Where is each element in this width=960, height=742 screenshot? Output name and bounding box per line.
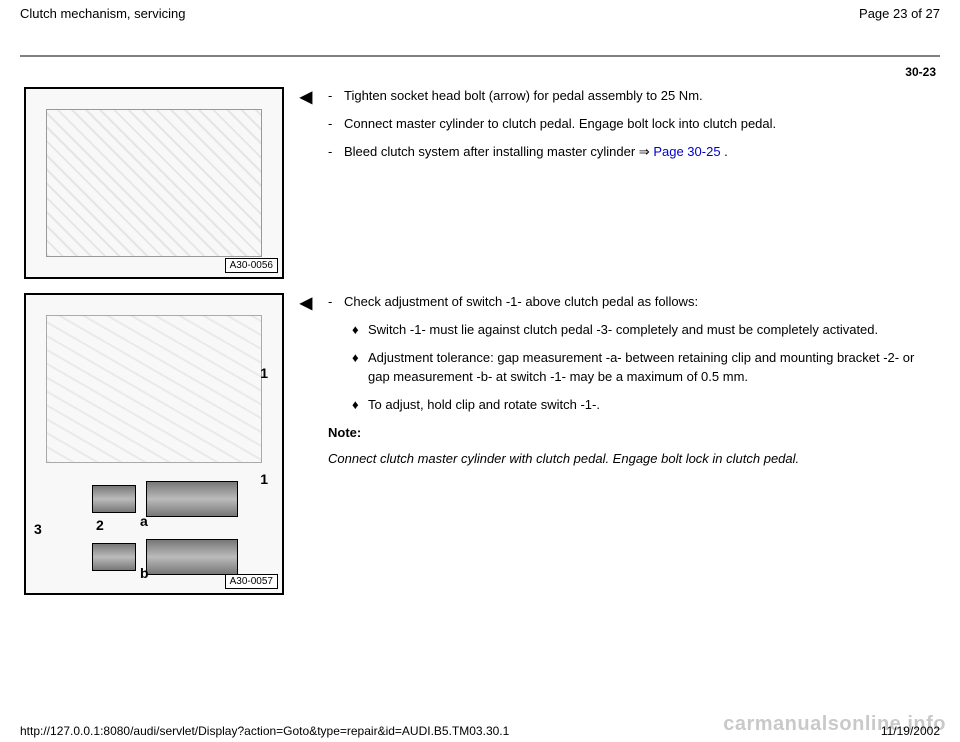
instruction-item: - Tighten socket head bolt (arrow) for p… <box>328 87 936 105</box>
pointer-arrow-1: ◀ <box>284 87 328 107</box>
section-number: 30-23 <box>0 57 960 87</box>
diagram-label-3: 3 <box>34 521 42 537</box>
diagram-shape <box>146 539 238 575</box>
diagram-label-2: 2 <box>96 517 104 533</box>
instruction-list-2: - Check adjustment of switch -1- above c… <box>328 293 936 311</box>
text-col-2: - Check adjustment of switch -1- above c… <box>328 293 936 478</box>
figure-1: A30-0056 <box>24 87 284 279</box>
sub-instruction-item: ♦ Switch -1- must lie against clutch ped… <box>352 321 936 339</box>
dash-bullet: - <box>328 115 344 133</box>
figure-2: 1 1 2 3 a b A30-0057 <box>24 293 284 595</box>
instruction-block-1: A30-0056 ◀ - Tighten socket head bolt (a… <box>24 87 936 279</box>
instruction-text: Bleed clutch system after installing mas… <box>344 143 728 161</box>
dash-bullet: - <box>328 293 344 311</box>
instruction-text: Connect master cylinder to clutch pedal.… <box>344 115 776 133</box>
instruction-item: - Connect master cylinder to clutch peda… <box>328 115 936 133</box>
diagram-label-1b: 1 <box>260 365 268 381</box>
footer-date: 11/19/2002 <box>881 724 940 738</box>
diagram-label-a: a <box>140 513 148 529</box>
page-header: Clutch mechanism, servicing Page 23 of 2… <box>0 0 960 25</box>
instruction-block-2: 1 1 2 3 a b A30-0057 ◀ - Check adjustmen… <box>24 293 936 595</box>
diamond-bullet-icon: ♦ <box>352 321 368 339</box>
text-post: . <box>721 144 728 159</box>
diagram-label-b: b <box>140 565 149 581</box>
note-label: Note: <box>328 424 936 442</box>
diamond-bullet-icon: ♦ <box>352 349 368 385</box>
diamond-bullet-icon: ♦ <box>352 396 368 414</box>
page-link[interactable]: Page 30-25 <box>653 144 720 159</box>
doc-title: Clutch mechanism, servicing <box>20 6 185 21</box>
page-indicator: Page 23 of 27 <box>859 6 940 21</box>
instruction-item: - Bleed clutch system after installing m… <box>328 143 936 161</box>
note-text: Connect clutch master cylinder with clut… <box>328 450 936 468</box>
sub-instruction-item: ♦ To adjust, hold clip and rotate switch… <box>352 396 936 414</box>
dash-bullet: - <box>328 143 344 161</box>
sub-instruction-item: ♦ Adjustment tolerance: gap measurement … <box>352 349 936 385</box>
footer-url: http://127.0.0.1:8080/audi/servlet/Displ… <box>20 724 509 738</box>
instruction-text: Check adjustment of switch -1- above clu… <box>344 293 698 311</box>
sub-instruction-text: Switch -1- must lie against clutch pedal… <box>368 321 878 339</box>
text-col-1: - Tighten socket head bolt (arrow) for p… <box>328 87 936 172</box>
sub-instruction-text: To adjust, hold clip and rotate switch -… <box>368 396 600 414</box>
dash-bullet: - <box>328 87 344 105</box>
link-arrow-icon: ⇒ <box>639 144 650 159</box>
diagram-label-1a: 1 <box>260 471 268 487</box>
text-pre: Bleed clutch system after installing mas… <box>344 144 639 159</box>
pointer-arrow-2: ◀ <box>284 293 328 313</box>
figure-1-tag: A30-0056 <box>225 258 278 273</box>
diagram-shape <box>92 485 136 513</box>
content-area: A30-0056 ◀ - Tighten socket head bolt (a… <box>0 87 960 595</box>
instruction-list-1: - Tighten socket head bolt (arrow) for p… <box>328 87 936 162</box>
instruction-item: - Check adjustment of switch -1- above c… <box>328 293 936 311</box>
sub-instruction-text: Adjustment tolerance: gap measurement -a… <box>368 349 936 385</box>
figure-2-tag: A30-0057 <box>225 574 278 589</box>
page-footer: http://127.0.0.1:8080/audi/servlet/Displ… <box>0 724 960 738</box>
sub-instruction-list: ♦ Switch -1- must lie against clutch ped… <box>328 321 936 414</box>
diagram-shape <box>146 481 238 517</box>
diagram-shape <box>92 543 136 571</box>
instruction-text: Tighten socket head bolt (arrow) for ped… <box>344 87 703 105</box>
